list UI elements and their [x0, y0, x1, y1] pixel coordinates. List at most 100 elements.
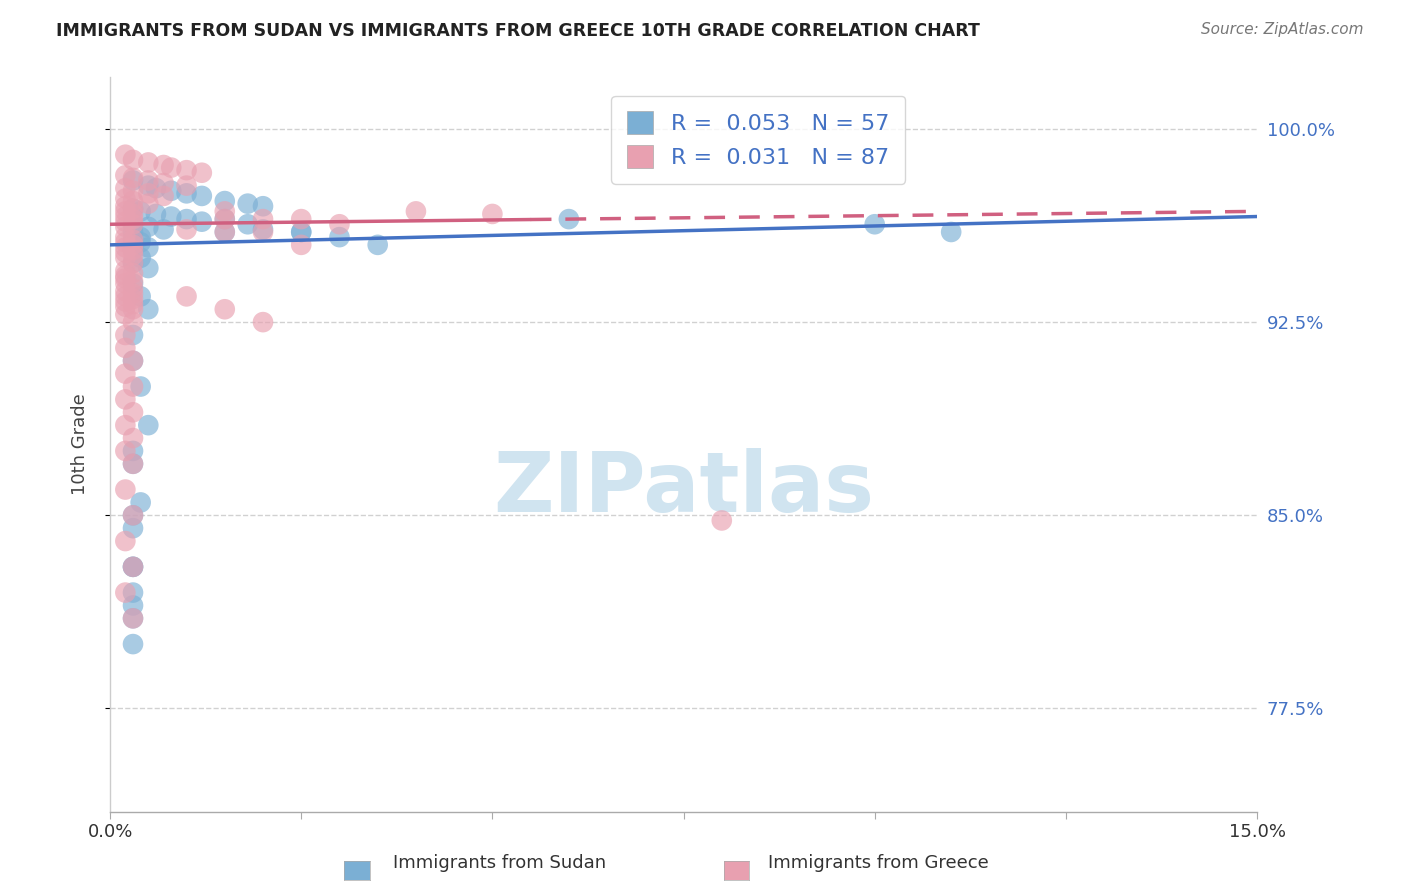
- Point: [114, 289, 136, 303]
- Point: [122, 282, 145, 296]
- Point: [122, 328, 145, 343]
- Point: [114, 204, 136, 219]
- Point: [122, 202, 145, 216]
- Point: [290, 225, 312, 239]
- Point: [558, 212, 581, 227]
- Point: [122, 599, 145, 613]
- Text: Immigrants from Greece: Immigrants from Greece: [768, 855, 990, 872]
- Point: [122, 444, 145, 458]
- Point: [214, 302, 236, 317]
- Point: [122, 173, 145, 187]
- Point: [152, 158, 174, 172]
- Point: [136, 302, 159, 317]
- Point: [114, 483, 136, 497]
- Point: [214, 212, 236, 227]
- Point: [122, 194, 145, 208]
- Point: [863, 217, 886, 231]
- Text: Source: ZipAtlas.com: Source: ZipAtlas.com: [1201, 22, 1364, 37]
- Point: [252, 225, 274, 239]
- Point: [176, 178, 198, 193]
- Point: [122, 266, 145, 280]
- Point: [114, 251, 136, 265]
- Point: [152, 189, 174, 203]
- Point: [114, 235, 136, 250]
- Point: [114, 328, 136, 343]
- Point: [129, 230, 152, 244]
- Point: [122, 559, 145, 574]
- Point: [191, 215, 214, 229]
- Point: [122, 286, 145, 301]
- Point: [122, 238, 145, 252]
- Point: [114, 199, 136, 213]
- Point: [252, 199, 274, 213]
- Point: [481, 207, 503, 221]
- Point: [129, 204, 152, 219]
- Point: [160, 184, 183, 198]
- Point: [136, 219, 159, 234]
- Point: [328, 217, 350, 231]
- Point: [114, 240, 136, 254]
- Point: [122, 559, 145, 574]
- Point: [122, 297, 145, 311]
- Point: [114, 263, 136, 277]
- Point: [114, 210, 136, 224]
- Point: [114, 192, 136, 206]
- Point: [122, 207, 145, 221]
- Point: [122, 225, 145, 239]
- Point: [122, 611, 145, 625]
- Point: [136, 418, 159, 433]
- Point: [122, 184, 145, 198]
- Point: [252, 315, 274, 329]
- Legend: R =  0.053   N = 57, R =  0.031   N = 87: R = 0.053 N = 57, R = 0.031 N = 87: [612, 96, 905, 184]
- Point: [129, 379, 152, 393]
- Point: [136, 240, 159, 254]
- Point: [136, 155, 159, 169]
- Point: [236, 196, 259, 211]
- Point: [214, 212, 236, 227]
- Point: [114, 181, 136, 195]
- Point: [122, 637, 145, 651]
- Point: [114, 294, 136, 309]
- Point: [236, 217, 259, 231]
- Text: ZIPatlas: ZIPatlas: [494, 448, 875, 529]
- Point: [941, 225, 963, 239]
- Point: [122, 238, 145, 252]
- Point: [214, 225, 236, 239]
- Point: [122, 379, 145, 393]
- Point: [122, 405, 145, 419]
- Point: [136, 186, 159, 201]
- Point: [114, 418, 136, 433]
- Point: [122, 431, 145, 445]
- Point: [160, 210, 183, 224]
- Point: [122, 212, 145, 227]
- Point: [214, 225, 236, 239]
- Point: [214, 204, 236, 219]
- Point: [176, 289, 198, 303]
- Point: [122, 274, 145, 288]
- Point: [122, 233, 145, 247]
- Point: [122, 508, 145, 523]
- Point: [122, 217, 145, 231]
- Point: [122, 248, 145, 262]
- Point: [122, 233, 145, 247]
- Point: [136, 178, 159, 193]
- Point: [191, 189, 214, 203]
- Point: [160, 161, 183, 175]
- Point: [252, 212, 274, 227]
- Point: [114, 392, 136, 407]
- Point: [114, 367, 136, 381]
- Point: [214, 194, 236, 208]
- Text: Immigrants from Sudan: Immigrants from Sudan: [392, 855, 606, 872]
- Point: [122, 256, 145, 270]
- Point: [114, 169, 136, 183]
- Point: [176, 222, 198, 236]
- Point: [114, 307, 136, 321]
- Y-axis label: 10th Grade: 10th Grade: [72, 393, 89, 495]
- Point: [129, 495, 152, 509]
- Point: [114, 284, 136, 298]
- Point: [176, 186, 198, 201]
- Point: [114, 219, 136, 234]
- Point: [114, 230, 136, 244]
- Point: [145, 181, 167, 195]
- Point: [290, 238, 312, 252]
